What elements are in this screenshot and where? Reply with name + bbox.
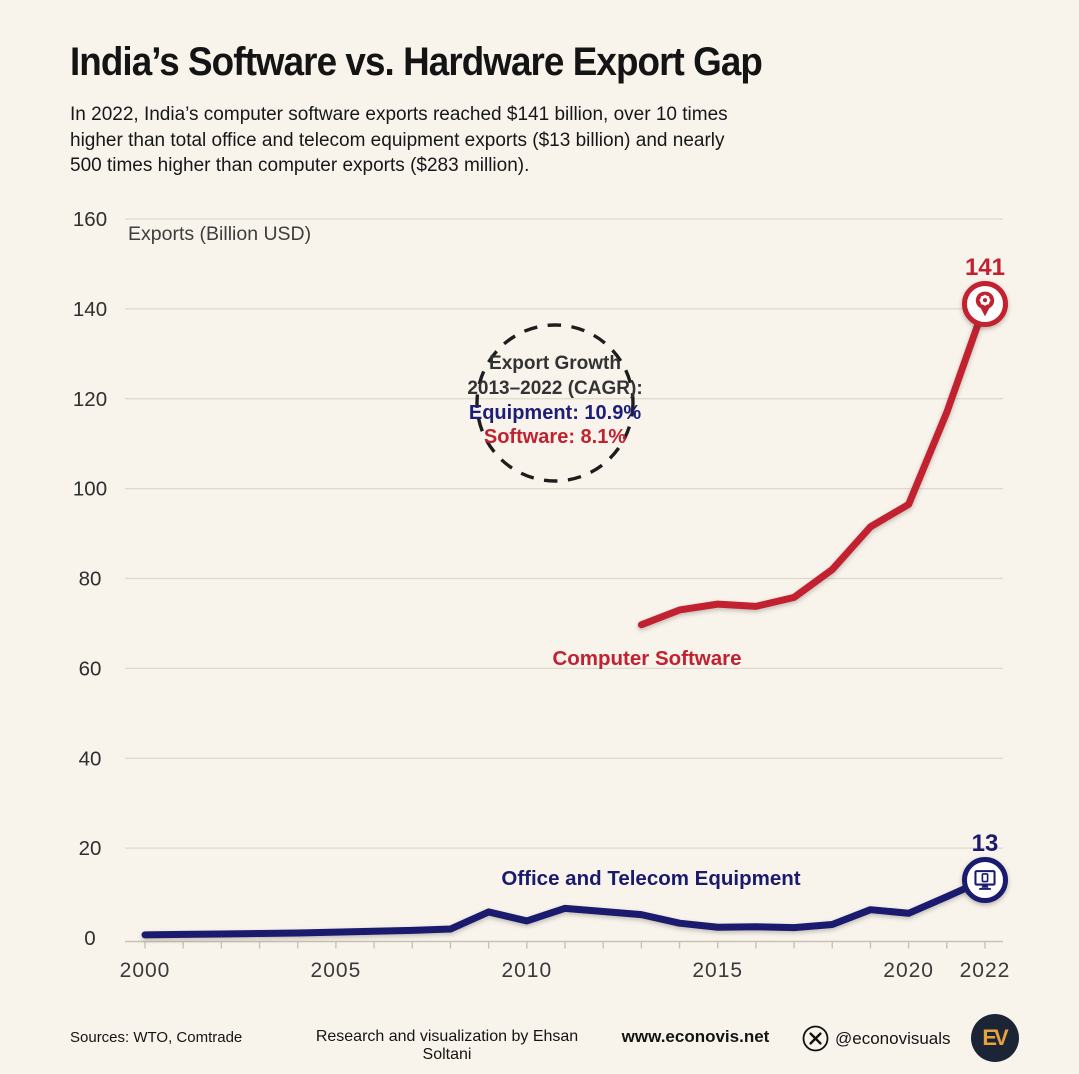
x-tick-label-2020: 2020	[883, 959, 934, 982]
series-line-computer-software	[637, 300, 989, 629]
x-tick-label-2010: 2010	[501, 959, 552, 982]
credit-note: Research and visualization by Ehsan Solt…	[315, 1028, 579, 1063]
x-social-badge: @econovisuals	[802, 1025, 951, 1052]
x-twitter-icon	[802, 1025, 829, 1052]
series-label-office-telecom-equipment: Office and Telecom Equipment	[501, 867, 801, 890]
x-tick-label-2005: 2005	[311, 959, 362, 982]
series-line-office-telecom-equipment	[141, 876, 989, 939]
subtitle: In 2022, India’s computer software expor…	[70, 104, 728, 176]
annotation-software-cagr: Software: 8.1%	[483, 425, 627, 448]
y-tick-label-120: 120	[73, 388, 107, 411]
x-tick-label-2000: 2000	[120, 959, 171, 982]
series-label-computer-software: Computer Software	[552, 647, 742, 670]
software-endpoint-marker	[961, 281, 1008, 328]
x-tick-label-2022: 2022	[960, 959, 1011, 982]
desktop-monitor-icon	[974, 869, 996, 890]
equipment-endpoint-marker	[961, 856, 1008, 903]
y-axis-caption: Exports (Billion USD)	[128, 223, 312, 245]
y-tick-label-60: 60	[79, 657, 102, 680]
y-tick-label-20: 20	[79, 837, 102, 860]
y-tick-label-140: 140	[73, 298, 107, 321]
sources-note: Sources: WTO, Comtrade	[70, 1029, 243, 1046]
x-handle: @econovisuals	[835, 1028, 951, 1048]
y-tick-label-160: 160	[73, 208, 107, 231]
software-end-value: 141	[964, 254, 1005, 282]
y-tick-label-40: 40	[79, 747, 102, 770]
x-tick-label-2015: 2015	[692, 959, 743, 982]
econovis-logo: EV	[971, 1014, 1019, 1062]
cagr-annotation-ring	[475, 323, 635, 483]
cagr-annotation: Export Growth 2013–2022 (CAGR): Equipmen…	[435, 352, 675, 449]
y-tick-label-0: 0	[84, 927, 95, 950]
y-tick-label-100: 100	[73, 478, 107, 501]
website-link: www.econovis.net	[621, 1027, 770, 1046]
annotation-heading: Export Growth	[489, 353, 621, 374]
annotation-equipment-cagr: Equipment: 10.9%	[468, 402, 642, 424]
page-title: India’s Software vs. Hardware Export Gap	[70, 40, 763, 84]
location-pin-gear-icon	[975, 291, 995, 317]
annotation-period: 2013–2022 (CAGR):	[467, 377, 643, 399]
equipment-end-value: 13	[971, 829, 999, 857]
y-tick-label-80: 80	[79, 568, 102, 591]
